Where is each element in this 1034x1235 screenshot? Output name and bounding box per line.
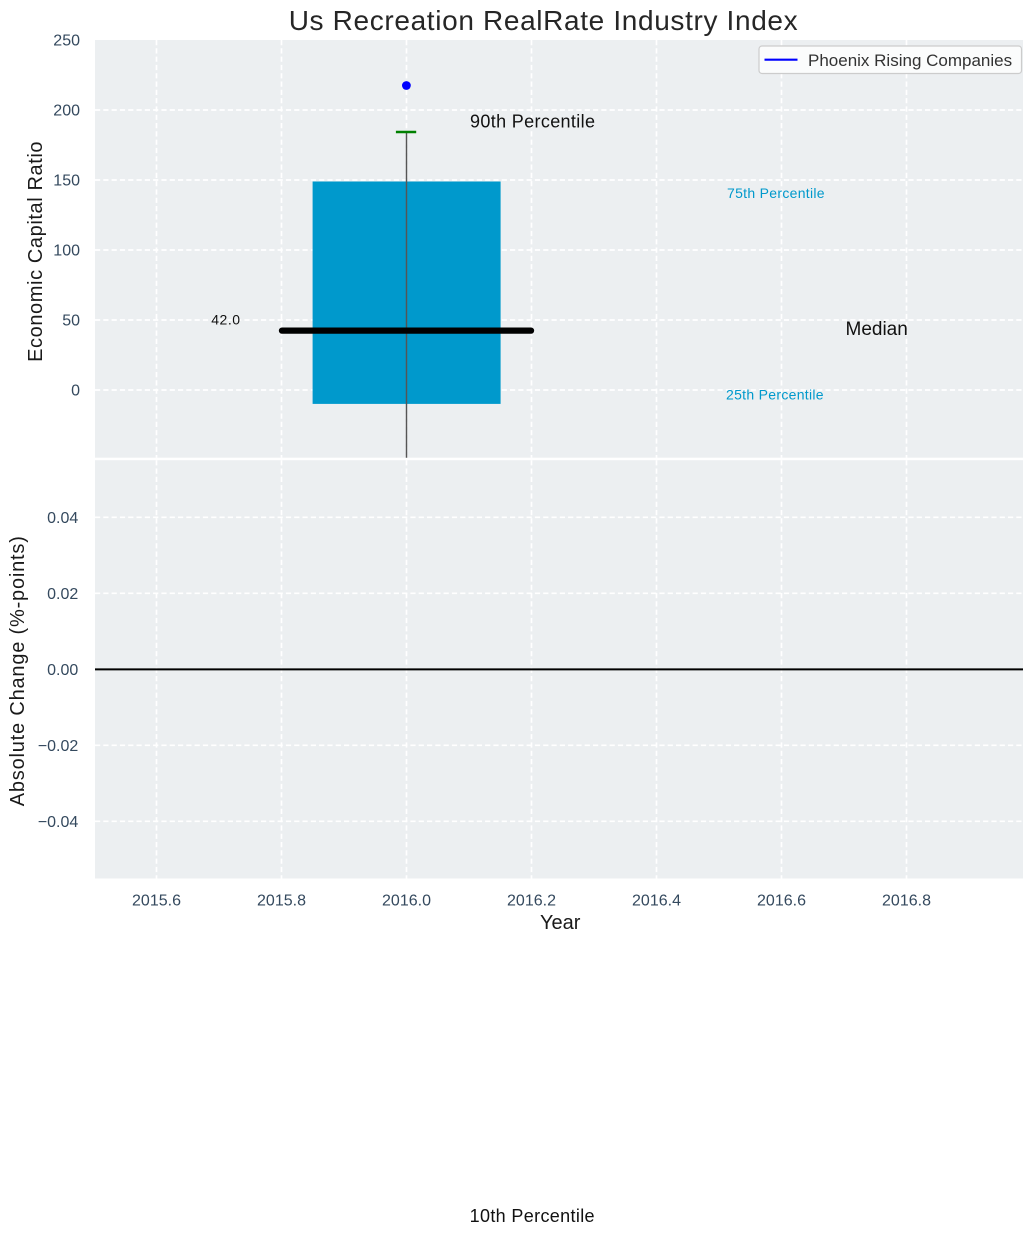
svg-text:150: 150	[53, 173, 80, 190]
svg-text:90th Percentile: 90th Percentile	[470, 112, 595, 132]
svg-text:Economic Capital Ratio: Economic Capital Ratio	[25, 141, 47, 362]
svg-text:25th Percentile: 25th Percentile	[726, 387, 824, 403]
svg-text:0.04: 0.04	[47, 510, 78, 527]
svg-text:2016.4: 2016.4	[632, 893, 681, 910]
svg-text:−0.02: −0.02	[38, 738, 79, 755]
svg-text:50: 50	[62, 313, 80, 330]
svg-text:Year: Year	[540, 912, 581, 934]
svg-text:0.00: 0.00	[47, 662, 78, 679]
svg-text:0.02: 0.02	[47, 586, 78, 603]
svg-text:0: 0	[71, 383, 80, 400]
svg-text:Median: Median	[846, 319, 908, 340]
svg-text:2016.8: 2016.8	[882, 893, 931, 910]
svg-text:2016.2: 2016.2	[507, 893, 556, 910]
svg-text:42.0: 42.0	[211, 311, 240, 327]
svg-text:Us Recreation RealRate Industr: Us Recreation RealRate Industry Index	[289, 5, 799, 36]
svg-text:Absolute Change (%-points): Absolute Change (%-points)	[7, 535, 29, 806]
svg-text:2016.0: 2016.0	[382, 893, 431, 910]
svg-text:200: 200	[53, 103, 80, 120]
svg-text:100: 100	[53, 243, 80, 260]
svg-text:250: 250	[53, 33, 80, 50]
svg-text:75th Percentile: 75th Percentile	[727, 185, 825, 201]
svg-text:Phoenix Rising Companies: Phoenix Rising Companies	[808, 51, 1012, 70]
svg-text:2016.6: 2016.6	[757, 893, 806, 910]
svg-text:2015.6: 2015.6	[132, 893, 181, 910]
svg-text:2015.8: 2015.8	[257, 893, 306, 910]
svg-text:−0.04: −0.04	[38, 814, 79, 831]
svg-text:10th Percentile: 10th Percentile	[470, 1206, 595, 1226]
